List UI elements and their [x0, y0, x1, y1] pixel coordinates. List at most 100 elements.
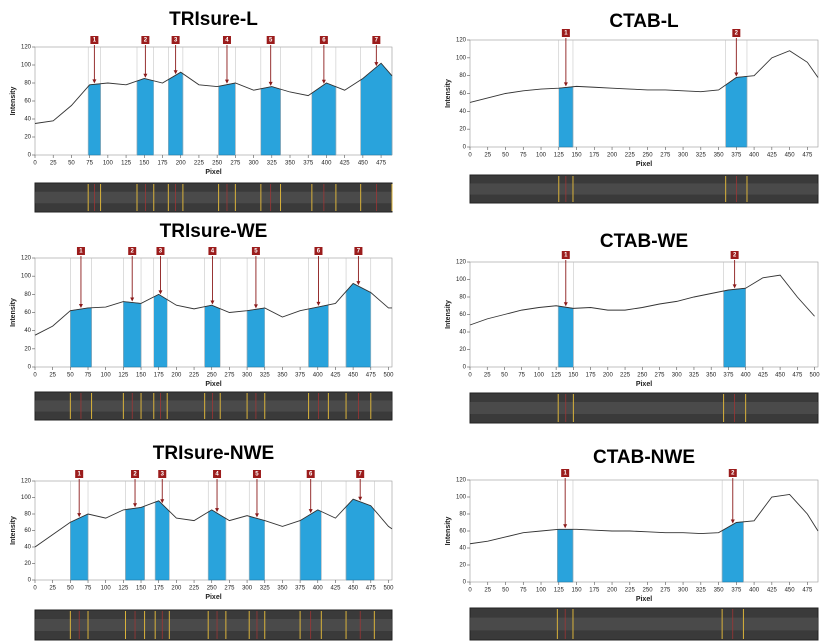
chart-title: TRIsure-NWE	[153, 443, 274, 464]
x-tick-label: 100	[536, 153, 547, 159]
y-tick-label: 40	[24, 545, 31, 551]
band-area	[168, 72, 183, 155]
gel-lane	[470, 618, 818, 631]
band-area	[346, 283, 371, 367]
x-tick-label: 75	[520, 588, 527, 594]
y-axis-label: Intensity	[10, 298, 17, 327]
y-tick-label: 120	[21, 256, 32, 262]
panel: CTAB-WE020406080100120025507510012515017…	[445, 231, 820, 423]
y-tick-label: 120	[456, 260, 467, 266]
gel-lane	[470, 183, 818, 194]
y-tick-label: 0	[463, 365, 467, 371]
x-tick-label: 325	[260, 373, 271, 379]
x-tick-label: 50	[502, 588, 509, 594]
y-tick-label: 80	[459, 73, 466, 79]
band-area	[247, 308, 265, 367]
y-tick-label: 80	[459, 295, 466, 301]
x-tick-label: 25	[484, 153, 491, 159]
x-tick-label: 450	[785, 588, 796, 594]
x-tick-label: 225	[625, 588, 636, 594]
x-tick-label: 250	[637, 373, 648, 379]
x-tick-label: 125	[554, 588, 565, 594]
x-tick-label: 325	[267, 161, 278, 167]
band-area	[125, 506, 144, 580]
x-tick-label: 475	[802, 153, 813, 159]
x-tick-label: 325	[689, 373, 700, 379]
y-axis-label: Intensity	[445, 517, 452, 546]
plot-area	[470, 40, 818, 147]
y-tick-label: 0	[463, 580, 467, 586]
x-tick-label: 450	[785, 153, 796, 159]
y-tick-label: 20	[459, 563, 466, 569]
y-tick-label: 0	[28, 153, 32, 159]
band-area	[346, 499, 374, 580]
x-tick-label: 250	[643, 153, 654, 159]
x-tick-label: 375	[731, 153, 742, 159]
x-axis-label: Pixel	[205, 594, 221, 601]
band-area	[559, 87, 573, 147]
y-tick-label: 100	[456, 55, 467, 61]
band-area	[155, 501, 169, 580]
x-tick-label: 175	[154, 586, 165, 592]
band-area	[724, 288, 746, 367]
x-tick-label: 300	[242, 373, 253, 379]
x-tick-label: 175	[589, 588, 600, 594]
y-axis-label: Intensity	[445, 300, 452, 329]
band-area	[208, 510, 226, 580]
x-tick-label: 0	[468, 588, 472, 594]
x-axis-label: Pixel	[636, 596, 652, 603]
x-tick-label: 400	[749, 153, 760, 159]
x-tick-label: 200	[607, 588, 618, 594]
x-tick-label: 100	[534, 373, 545, 379]
x-tick-label: 325	[696, 153, 707, 159]
x-tick-label: 350	[277, 586, 288, 592]
x-tick-label: 450	[348, 373, 359, 379]
y-tick-label: 120	[456, 38, 467, 44]
x-tick-label: 225	[189, 373, 200, 379]
band-area	[261, 87, 281, 155]
x-tick-label: 450	[348, 586, 359, 592]
y-tick-label: 40	[459, 546, 466, 552]
y-tick-label: 100	[456, 277, 467, 283]
x-tick-label: 375	[295, 586, 306, 592]
y-tick-label: 60	[459, 312, 466, 318]
plot-area	[470, 480, 818, 582]
x-tick-label: 500	[383, 373, 394, 379]
band-area	[88, 84, 100, 155]
x-tick-label: 50	[68, 161, 75, 167]
x-axis-label: Pixel	[636, 381, 652, 388]
y-tick-label: 20	[24, 135, 31, 141]
x-tick-label: 325	[696, 588, 707, 594]
y-tick-label: 120	[456, 478, 467, 484]
band-area	[70, 308, 91, 367]
band-area	[309, 305, 329, 367]
y-tick-label: 100	[456, 495, 467, 501]
x-tick-label: 75	[85, 373, 92, 379]
x-tick-label: 375	[303, 161, 314, 167]
x-tick-label: 100	[536, 588, 547, 594]
x-tick-label: 25	[49, 373, 56, 379]
panel: CTAB-NWE02040608010012002550751001251501…	[445, 447, 818, 640]
y-tick-label: 20	[24, 561, 31, 567]
y-tick-label: 80	[459, 512, 466, 518]
x-tick-label: 50	[501, 373, 508, 379]
y-axis-label: Intensity	[10, 516, 17, 545]
figure: TRIsure-L0204060801001200255075100125150…	[0, 0, 821, 642]
x-tick-label: 425	[767, 153, 778, 159]
x-tick-label: 400	[741, 373, 752, 379]
x-tick-label: 500	[383, 586, 394, 592]
y-tick-label: 20	[459, 127, 466, 133]
x-tick-label: 200	[176, 161, 187, 167]
x-tick-label: 250	[643, 588, 654, 594]
x-tick-label: 125	[118, 586, 129, 592]
x-tick-label: 200	[607, 153, 618, 159]
x-tick-label: 75	[520, 153, 527, 159]
x-tick-label: 50	[67, 373, 74, 379]
x-tick-label: 400	[313, 586, 324, 592]
y-tick-label: 120	[21, 479, 32, 485]
y-tick-label: 40	[24, 117, 31, 123]
band-area	[558, 306, 573, 367]
x-tick-label: 200	[171, 586, 182, 592]
x-tick-label: 150	[139, 161, 150, 167]
